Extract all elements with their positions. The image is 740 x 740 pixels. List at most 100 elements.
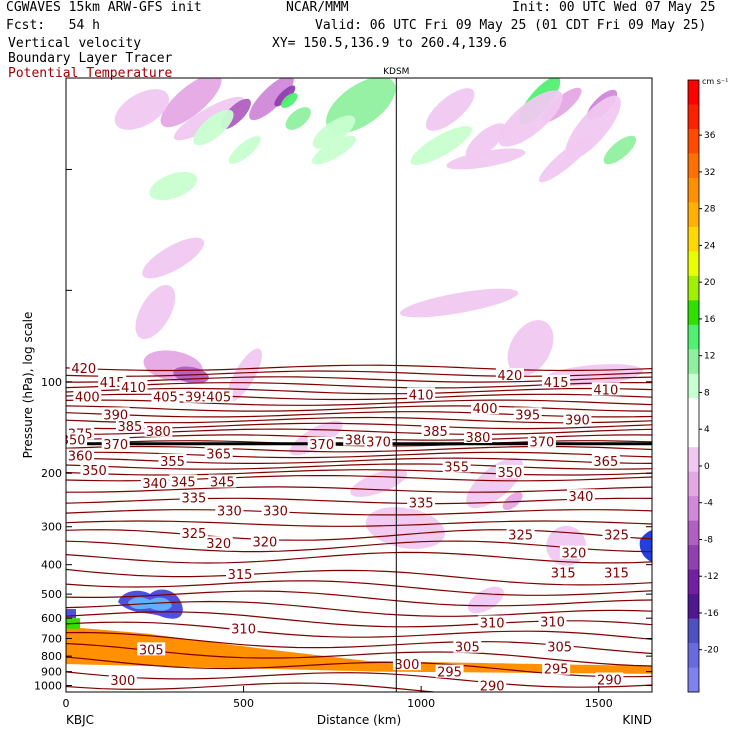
theta-label-bg (545, 639, 574, 653)
colorbar-swatch (688, 496, 699, 522)
theta-contour (66, 671, 652, 688)
theta-contour (66, 451, 652, 459)
vv-shade-blob (603, 135, 637, 165)
theta-label-bg (542, 374, 571, 388)
theta-label: 365 (593, 455, 618, 470)
theta-label-bg (495, 464, 524, 478)
y-tick-label: 900 (41, 666, 62, 679)
colorbar-swatch (688, 153, 699, 179)
theta-contour (66, 682, 441, 692)
colorbar-swatch (688, 177, 699, 203)
theta-label-bg (442, 459, 471, 473)
theta-label: 360 (68, 450, 93, 465)
theta-label-bg (453, 639, 482, 653)
theta-label: 315 (228, 568, 253, 583)
theta-label: 340 (569, 490, 594, 505)
colorbar-label: -8 (704, 535, 713, 545)
theta-label: 320 (206, 537, 231, 552)
theta-label-bg (204, 389, 233, 403)
theta-label-bg (73, 389, 102, 403)
theta-label-bg (513, 407, 542, 421)
colorbar-swatch (688, 202, 699, 228)
theta-label-bg (119, 379, 148, 393)
colorbar-swatch (688, 618, 699, 644)
model-name: CGWAVES 15km ARW-GFS init (6, 0, 202, 15)
y-axis-label: Pressure (hPa), log scale (21, 312, 35, 459)
vv-shade-blob (274, 85, 296, 107)
theta-contour (66, 600, 652, 617)
theta-label-bg (208, 474, 237, 488)
vv-shade-blob (425, 88, 475, 131)
theta-contour (66, 469, 652, 476)
colorbar-label: 16 (704, 315, 716, 325)
vv-shade-blob (114, 89, 170, 130)
vv-shade-blob (160, 78, 222, 128)
theta-label-bg (527, 434, 556, 448)
downdraft-edge (639, 530, 652, 562)
colorbar-swatch (688, 447, 699, 473)
y-tick-label: 800 (41, 650, 62, 663)
theta-label: 350 (61, 434, 86, 449)
theta-label: 300 (110, 674, 135, 689)
theta-label-bg (108, 673, 137, 687)
theta-contour (66, 457, 652, 464)
theta-label-bg (158, 453, 187, 467)
vv-shade-blob (465, 123, 507, 159)
colorbar-label: 20 (704, 278, 716, 288)
theta-label-bg (66, 448, 95, 462)
colorbar-label: -20 (704, 646, 719, 656)
theta-label: 305 (455, 641, 480, 656)
theta-label-bg (66, 432, 88, 446)
theta-label: 325 (508, 528, 533, 543)
theta-label: 395 (515, 408, 540, 423)
theta-label-bg (542, 661, 571, 675)
potential-temperature-contours: 4204154104004053953903853803753703503603… (61, 360, 652, 695)
forecast-hour: Fcst: 54 h (6, 18, 100, 33)
colorbar-label: 32 (704, 168, 715, 178)
vv-shade-blob (228, 136, 261, 164)
theta-label: 295 (544, 663, 569, 678)
colorbar-label: -12 (704, 572, 719, 582)
y-tick-label: 700 (41, 633, 62, 646)
colorbar-label: 28 (704, 205, 716, 215)
theta-label-bg (407, 387, 436, 401)
theta-label-bg (392, 657, 421, 671)
colorbar-swatch (688, 373, 699, 399)
theta-label: 400 (75, 391, 100, 406)
theta-label-bg (151, 389, 180, 403)
theta-label-bg (506, 527, 535, 541)
plot-frame (65, 77, 653, 693)
vv-shade-blob (149, 171, 198, 201)
station-left-label: KBJC (66, 713, 94, 727)
theta-label: 415 (544, 376, 569, 391)
theta-label-bg (101, 407, 130, 421)
theta-contour (66, 551, 652, 564)
theta-contour (66, 520, 652, 527)
colorbar-swatch (688, 251, 699, 277)
y-tick-label: 500 (41, 588, 62, 601)
theta-label-bg (115, 419, 144, 433)
theta-label: 420 (71, 362, 96, 377)
theta-label-bg (204, 536, 233, 550)
y-tick-label: 400 (41, 559, 62, 572)
theta-label: 320 (561, 547, 586, 562)
x-tick-label: 1500 (585, 697, 613, 710)
theta-label: 405 (206, 391, 231, 406)
theta-label-bg (229, 621, 258, 635)
colorbar-swatch (688, 422, 699, 448)
theta-label: 345 (171, 476, 196, 491)
colorbar-label: 24 (704, 241, 716, 251)
theta-contour (66, 540, 652, 553)
theta-label: 420 (498, 369, 523, 384)
theta-label: 325 (181, 527, 206, 542)
theta-label: 290 (480, 680, 505, 695)
theta-label-bg (140, 475, 169, 489)
colorbar-label: 12 (704, 352, 715, 362)
field-vertical-velocity: Vertical velocity (8, 36, 142, 51)
theta-label-bg (204, 446, 233, 460)
theta-label: 415 (100, 376, 125, 391)
theta-contour (66, 463, 652, 470)
vv-shade-blob (467, 586, 504, 614)
